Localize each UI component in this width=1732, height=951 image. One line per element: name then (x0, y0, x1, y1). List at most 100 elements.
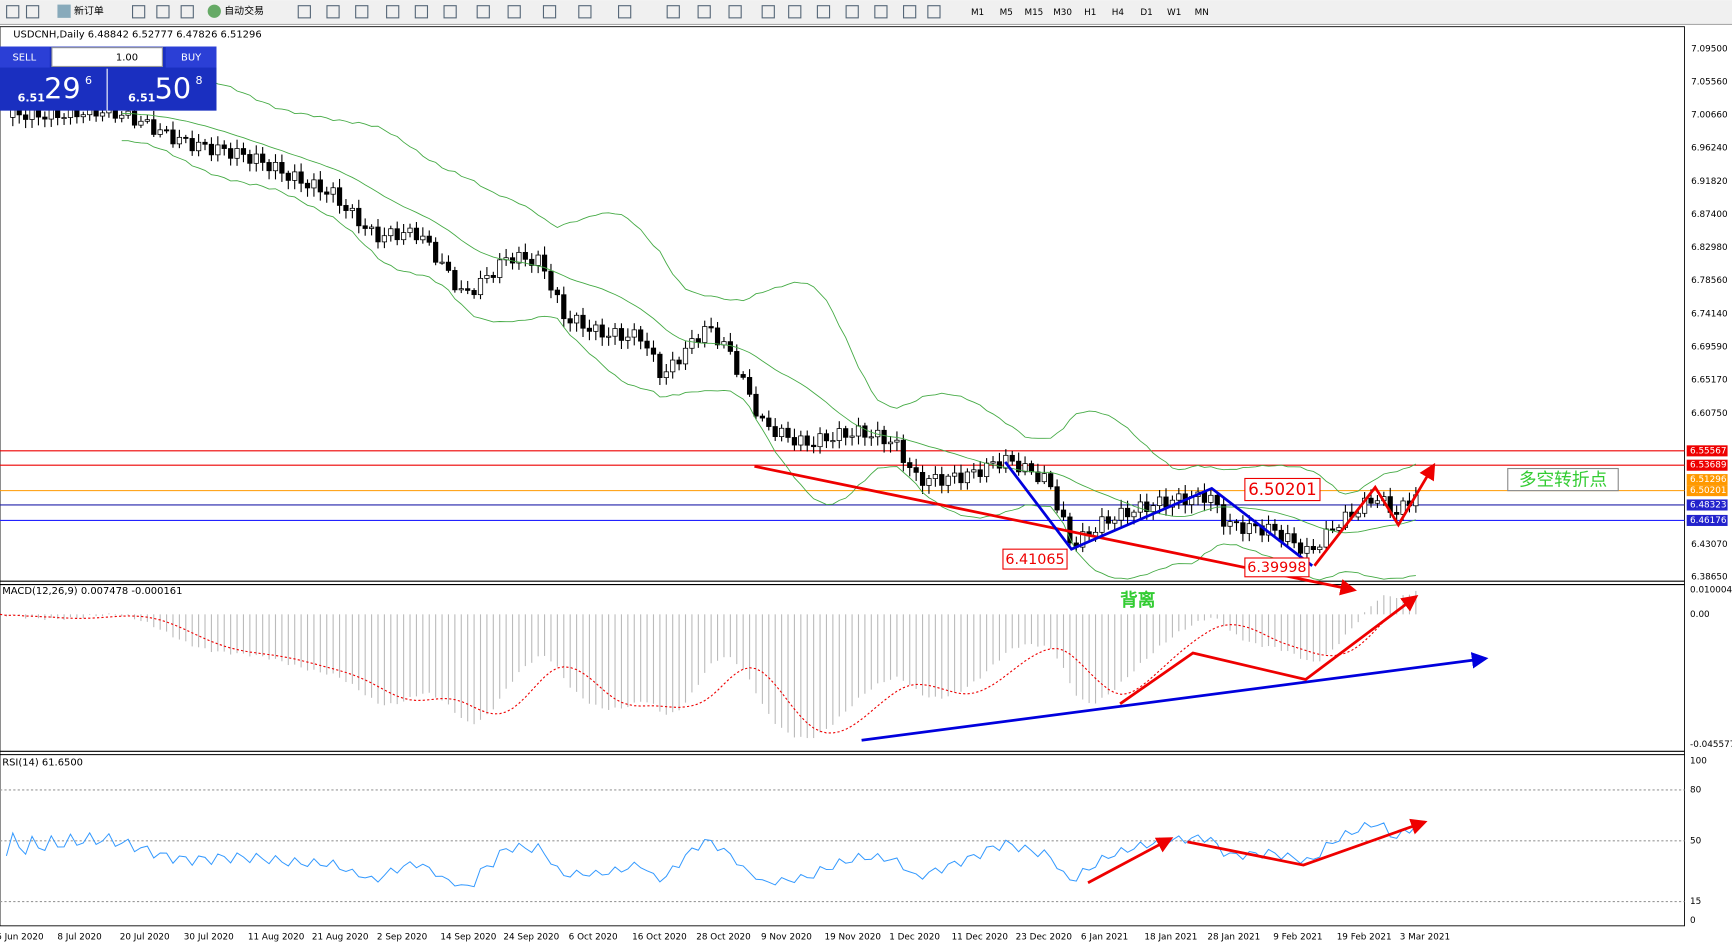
buy-label[interactable]: BUY (181, 53, 202, 64)
tool-icon[interactable] (297, 5, 311, 19)
annotation: 6.41065 (1005, 552, 1064, 568)
sell-price-small[interactable]: 6 (85, 74, 92, 87)
tool-icon[interactable] (578, 5, 592, 19)
tool-icon[interactable] (131, 5, 146, 19)
candle-body (426, 235, 432, 243)
tool-icon[interactable] (728, 5, 742, 19)
price-axis-label: 6.87400 (1691, 210, 1728, 220)
candle-body (958, 472, 964, 484)
tool-icon[interactable] (355, 5, 369, 19)
arrow (1187, 818, 1428, 867)
tool-icon[interactable] (476, 5, 490, 19)
sell-price-prefix[interactable]: 6.51 (18, 91, 45, 104)
tool-icon[interactable] (903, 5, 917, 19)
candle-body (413, 227, 420, 241)
rsi-axis-label: 80 (1690, 785, 1702, 795)
candle-body (644, 340, 650, 349)
tool-icon[interactable] (25, 5, 40, 19)
macd-axis-label: 0.00 (1690, 610, 1710, 620)
candle-body (996, 461, 1003, 469)
candle-body (541, 254, 548, 272)
tool-icon[interactable] (507, 5, 521, 19)
new-order-icon[interactable] (57, 4, 71, 18)
sell-button[interactable] (0, 46, 50, 68)
toolbar (0, 0, 1732, 25)
candle-body (1285, 533, 1291, 542)
date-label: 3 Mar 2021 (1400, 932, 1450, 942)
buy-price-prefix[interactable]: 6.51 (128, 91, 155, 104)
rsi-axis-label: 100 (1690, 757, 1707, 767)
price-axis-label: 7.05560 (1691, 77, 1728, 87)
candle-body (1304, 546, 1310, 554)
candle-body (612, 328, 618, 337)
tool-icon[interactable] (697, 5, 711, 19)
candle-body (618, 328, 625, 341)
candle-body (157, 129, 163, 135)
tool-icon[interactable] (666, 5, 680, 19)
macd-header: MACD(12,26,9) 0.007478 -0.000161 (2, 586, 182, 597)
candle-body (843, 428, 849, 438)
auto-trading-icon[interactable] (207, 4, 221, 18)
lots-value[interactable]: 1.00 (116, 53, 138, 64)
timeframe-button[interactable]: M1 (971, 8, 984, 18)
macd-signal (0, 598, 1417, 734)
sell-label[interactable]: SELL (12, 53, 36, 64)
candle-body (753, 393, 759, 417)
candle-body (714, 327, 721, 346)
candle-body (465, 288, 471, 291)
timeframe-button[interactable]: W1 (1167, 8, 1181, 18)
macd-axis-label: -0.045577 (1690, 740, 1732, 750)
tool-icon[interactable] (156, 5, 170, 19)
buy-button[interactable] (165, 46, 217, 68)
tool-icons (6, 5, 941, 19)
lots-input[interactable] (51, 47, 163, 68)
candle-body (1105, 516, 1111, 524)
price-tag (1686, 459, 1728, 471)
sell-price-main[interactable]: 29 (44, 72, 81, 106)
timeframe-button[interactable]: MN (1195, 8, 1209, 18)
price-axis-label: 6.43070 (1691, 540, 1728, 550)
candle-body (61, 117, 67, 120)
timeframe-button[interactable]: H1 (1084, 8, 1096, 18)
date-label: 19 Feb 2021 (1337, 932, 1392, 942)
timeframe-button[interactable]: D1 (1140, 8, 1152, 18)
timeframe-button[interactable]: H4 (1112, 8, 1125, 18)
price-tag-label: 6.55567 (1690, 446, 1727, 456)
tool-icon[interactable] (845, 5, 859, 19)
candle-body (1041, 473, 1047, 483)
tool-icon[interactable] (816, 5, 831, 19)
timeframe-button[interactable]: M5 (1000, 8, 1013, 18)
tool-icon[interactable] (414, 5, 429, 19)
tool-icon[interactable] (874, 5, 888, 19)
tool-icon[interactable] (180, 5, 194, 19)
price-axis-label: 6.74140 (1691, 309, 1728, 319)
candle-body (561, 294, 567, 320)
tool-icon[interactable] (761, 5, 775, 19)
new-order-button[interactable]: 新订单 (74, 4, 104, 17)
bollinger-band (121, 79, 1417, 495)
candle-body (1137, 501, 1143, 513)
rsi-axis-label: 50 (1690, 836, 1702, 846)
candle-body (926, 478, 932, 486)
buy-price-main[interactable]: 50 (155, 72, 192, 106)
candle-body (272, 162, 279, 172)
timeframe-button[interactable]: M30 (1053, 8, 1072, 18)
tool-icon[interactable] (443, 5, 457, 19)
candle-body (1157, 496, 1163, 507)
tool-icon[interactable] (618, 5, 632, 19)
tool-icon[interactable] (326, 5, 340, 19)
candle-body (1221, 504, 1227, 527)
timeframe-button[interactable]: M15 (1024, 8, 1043, 18)
candle-body (1368, 497, 1374, 504)
buy-price-small[interactable]: 8 (196, 74, 203, 87)
tool-icon[interactable] (6, 5, 20, 19)
candle-body (445, 261, 452, 271)
candle-body (208, 143, 215, 156)
tool-icon[interactable] (927, 5, 941, 19)
candle-body (221, 144, 227, 149)
tool-icon[interactable] (386, 5, 400, 19)
tool-icon[interactable] (788, 5, 802, 19)
auto-trading-button[interactable]: 自动交易 (224, 4, 264, 17)
annotation: 多空转折点 (1519, 470, 1607, 491)
tool-icon[interactable] (542, 5, 557, 19)
